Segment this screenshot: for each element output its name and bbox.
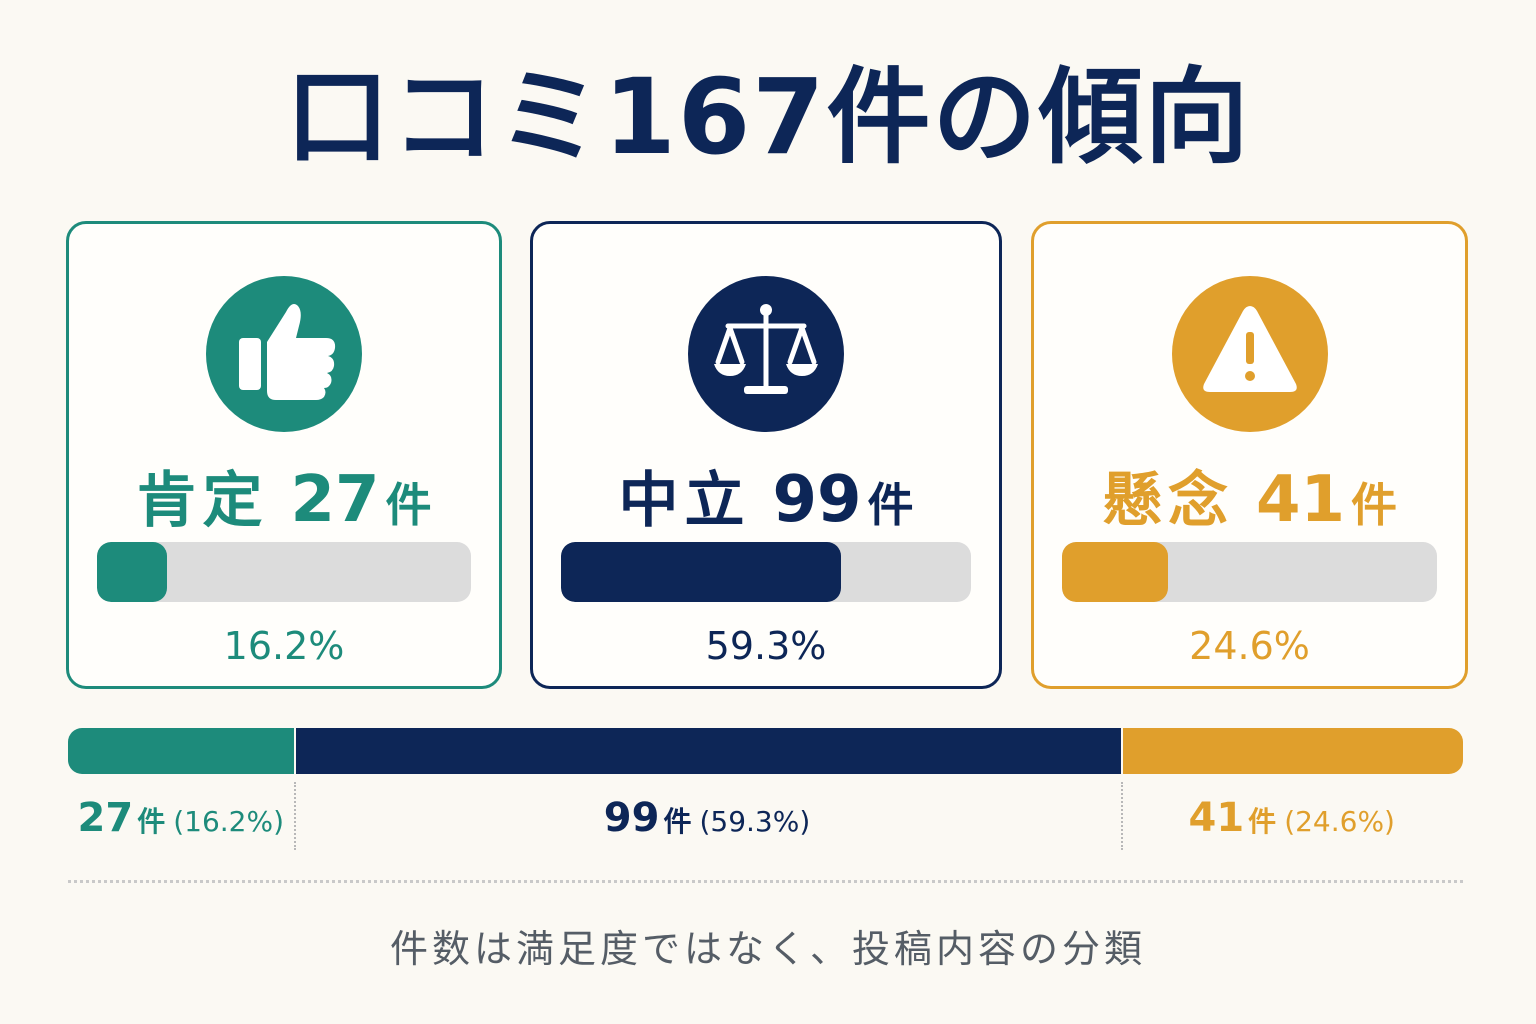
percent-value: 59.3%	[705, 624, 827, 668]
warning-icon	[1171, 276, 1328, 432]
segment-divider	[293, 782, 296, 850]
progress-fill	[561, 542, 841, 602]
neutral-heading: 中立 99 件	[533, 452, 999, 539]
count-unit: 件	[1351, 478, 1398, 532]
segment-unit: 件	[1248, 805, 1277, 838]
category-count: 41	[1255, 463, 1346, 537]
percent-value: 16.2%	[223, 624, 345, 668]
segment-percent: (59.3%)	[699, 805, 811, 838]
thumbs-up-icon	[206, 276, 362, 432]
progress-track	[1062, 542, 1437, 602]
scale-icon	[688, 276, 844, 432]
segment-count: 27	[77, 795, 134, 841]
stack-segment-positive	[68, 728, 294, 774]
segment-label-neutral: 99 件 (59.3%)	[294, 795, 1121, 841]
progress-track	[97, 542, 471, 602]
progress-fill	[1062, 542, 1169, 602]
count-unit: 件	[385, 478, 432, 532]
stack-segment-concern	[1120, 728, 1463, 774]
positive-heading: 肯定 27 件	[69, 452, 499, 539]
progress-track	[561, 542, 971, 602]
stack-segment-neutral	[293, 728, 1121, 774]
segment-count: 41	[1188, 795, 1245, 841]
neutral-card: 中立 99 件 59.3%	[530, 221, 1002, 689]
segment-count: 99	[603, 795, 660, 841]
segment-unit: 件	[137, 805, 166, 838]
segment-divider	[1120, 782, 1123, 850]
stacked-share-bar	[68, 728, 1463, 774]
category-label: 懸念	[1101, 466, 1234, 536]
segment-percent: (16.2%)	[173, 805, 284, 838]
concern-heading: 懸念 41 件	[1034, 452, 1465, 539]
segment-label-positive: 27 件 (16.2%)	[68, 795, 294, 841]
segment-unit: 件	[663, 805, 692, 838]
footer-divider	[68, 880, 1463, 883]
count-unit: 件	[867, 478, 914, 532]
category-count: 27	[290, 463, 380, 537]
percent-value: 24.6%	[1189, 624, 1310, 668]
positive-card: 肯定 27 件 16.2%	[66, 221, 502, 689]
segment-percent: (24.6%)	[1284, 805, 1395, 838]
category-label: 中立	[618, 466, 751, 536]
footnote: 件数は満足度ではなく、投稿内容の分類	[389, 927, 1146, 971]
category-label: 肯定	[136, 466, 269, 536]
category-count: 99	[772, 463, 862, 537]
progress-fill	[97, 542, 167, 602]
page-title: 口コミ167件の傾向	[285, 56, 1251, 178]
segment-label-concern: 41 件 (24.6%)	[1121, 795, 1463, 841]
concern-card: 懸念 41 件 24.6%	[1031, 221, 1468, 689]
